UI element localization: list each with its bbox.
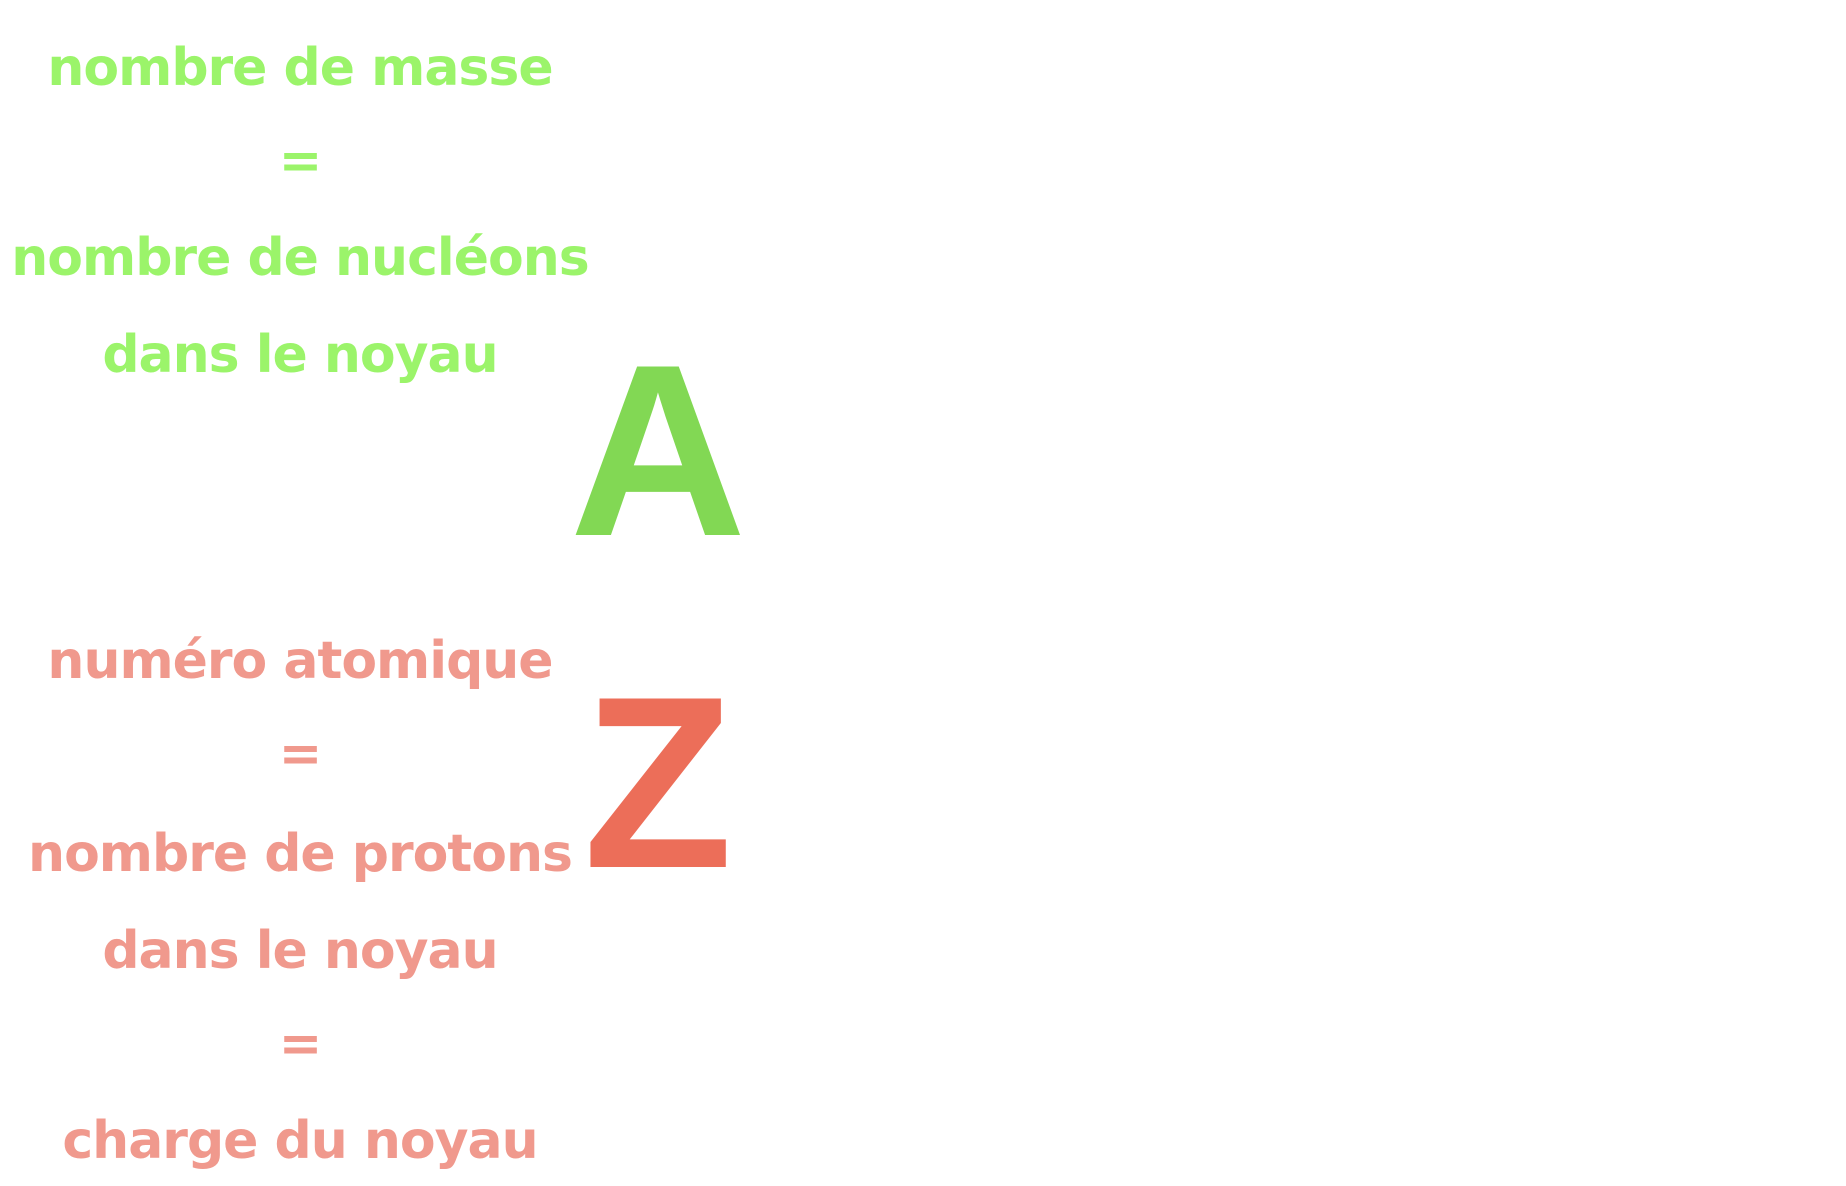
equals-sign: = [278,724,323,784]
mass-number-title: nombre de masse [47,38,553,98]
atomic-number-symbol: Z [583,645,733,919]
atomic-number-title: numéro atomique [47,631,553,691]
in-nucleus-label: dans le noyau [102,921,498,981]
proton-count-label: nombre de protons [28,824,573,884]
nucleon-count-label: nombre de nucléons [11,228,589,288]
mass-number-symbol: A [569,313,747,587]
equals-sign: = [278,1014,323,1074]
in-nucleus-label: dans le noyau [102,325,498,385]
nucleus-charge-label: charge du noyau [62,1111,538,1171]
equals-sign: = [278,131,323,191]
